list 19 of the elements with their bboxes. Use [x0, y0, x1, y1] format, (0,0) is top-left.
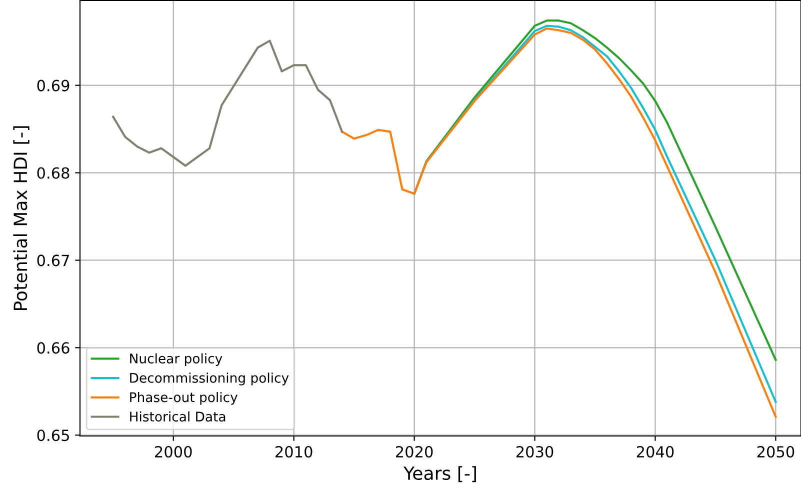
y-tick-label: 0.67: [37, 254, 69, 266]
x-axis-title: Years [-]: [403, 466, 476, 482]
y-tick-label: 0.69: [37, 80, 70, 92]
y-axis-title: Potential Max HDI [-]: [13, 126, 30, 310]
x-tick-label: 2000: [155, 446, 192, 458]
line-series: [340, 27, 777, 418]
legend-label: Decommissioning policy: [130, 372, 289, 386]
y-tick-label: 0.65: [37, 430, 69, 442]
legend-label: Historical Data: [130, 411, 226, 422]
x-tick-label: 2040: [636, 446, 674, 458]
legend-label: Phase-out policy: [130, 392, 238, 405]
x-tick-label: 2010: [276, 446, 312, 458]
x-tick-label: 2020: [396, 446, 433, 458]
y-tick-label: 0.66: [37, 342, 70, 354]
legend-label: Nuclear policy: [130, 353, 222, 366]
x-tick-label: 2030: [516, 446, 554, 458]
x-tick-label: 2050: [757, 446, 794, 458]
line-series: [112, 40, 344, 167]
y-tick-label: 0.68: [37, 167, 70, 179]
